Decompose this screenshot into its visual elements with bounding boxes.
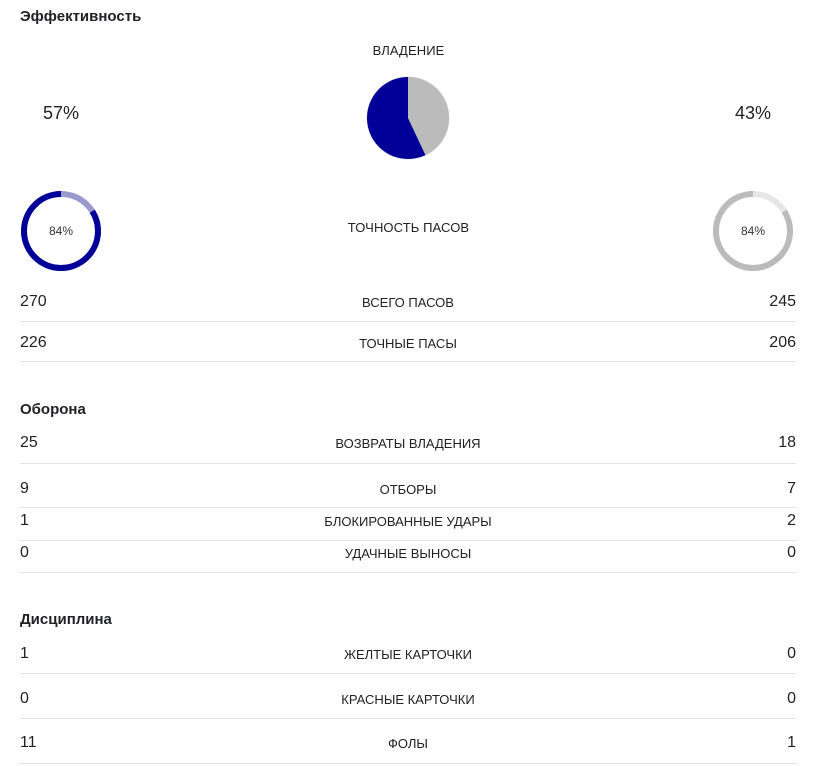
home-value: 1 xyxy=(20,512,29,529)
stat-row-blocked-shots: 1 БЛОКИРОВАННЫЕ УДАРЫ 2 xyxy=(20,512,796,544)
stat-row-accurate-passes: 226 ТОЧНЫЕ ПАСЫ 206 xyxy=(20,334,796,366)
pass-accuracy-away-ring: 84% xyxy=(712,190,794,272)
away-value: 7 xyxy=(787,480,796,497)
section-title-efficiency: Эффективность xyxy=(20,8,142,25)
stat-label: ВСЕГО ПАСОВ xyxy=(362,295,454,310)
section-title-discipline: Дисциплина xyxy=(20,611,112,628)
stat-row-yellow-cards: 1 ЖЕЛТЫЕ КАРТОЧКИ 0 xyxy=(20,645,796,677)
home-value: 0 xyxy=(20,544,29,561)
possession-pie-home-slice xyxy=(367,77,426,159)
home-value: 11 xyxy=(20,734,37,751)
pass-accuracy-home-ring: 84% xyxy=(20,190,102,272)
divider xyxy=(20,673,796,674)
stat-row-clearances: 0 УДАЧНЫЕ ВЫНОСЫ 0 xyxy=(20,544,796,576)
away-value: 206 xyxy=(769,334,796,351)
possession-pie-away-slice xyxy=(408,77,449,156)
home-value: 1 xyxy=(20,645,29,662)
divider xyxy=(20,507,796,508)
away-value: 2 xyxy=(787,512,796,529)
away-value: 1 xyxy=(787,734,796,751)
stat-row-recoveries: 25 ВОЗВРАТЫ ВЛАДЕНИЯ 18 xyxy=(20,434,796,466)
stat-label: БЛОКИРОВАННЫЕ УДАРЫ xyxy=(324,514,492,529)
home-value: 226 xyxy=(20,334,47,351)
home-value: 25 xyxy=(20,434,38,451)
stat-label: ВОЗВРАТЫ ВЛАДЕНИЯ xyxy=(335,436,481,451)
stat-row-total-passes: 270 ВСЕГО ПАСОВ 245 xyxy=(20,293,796,325)
away-value: 0 xyxy=(787,544,796,561)
divider xyxy=(20,763,796,764)
possession-label: ВЛАДЕНИЕ xyxy=(372,43,445,58)
stat-label: ФОЛЫ xyxy=(388,736,428,751)
stat-label: ЖЕЛТЫЕ КАРТОЧКИ xyxy=(343,647,473,662)
divider xyxy=(20,572,796,573)
pass-accuracy-label: ТОЧНОСТЬ ПАСОВ xyxy=(347,220,470,235)
stat-row-fouls: 11 ФОЛЫ 1 xyxy=(20,734,796,766)
pass-accuracy-away-value: 84% xyxy=(740,224,766,238)
stat-label: ОТБОРЫ xyxy=(379,482,437,497)
possession-pie-chart xyxy=(366,76,450,160)
away-value: 245 xyxy=(769,293,796,310)
away-value: 18 xyxy=(778,434,796,451)
divider xyxy=(20,540,796,541)
divider xyxy=(20,463,796,464)
stat-label: ТОЧНЫЕ ПАСЫ xyxy=(359,336,457,351)
possession-home-value: 57% xyxy=(43,103,80,123)
home-value: 9 xyxy=(20,480,29,497)
home-value: 0 xyxy=(20,690,29,707)
divider xyxy=(20,718,796,719)
stat-label: УДАЧНЫЕ ВЫНОСЫ xyxy=(344,546,472,561)
possession-away-value: 43% xyxy=(735,103,772,123)
stat-row-red-cards: 0 КРАСНЫЕ КАРТОЧКИ 0 xyxy=(20,690,796,722)
stat-row-tackles: 9 ОТБОРЫ 7 xyxy=(20,480,796,512)
divider xyxy=(20,321,796,322)
divider xyxy=(20,361,796,362)
stat-label: КРАСНЫЕ КАРТОЧКИ xyxy=(341,692,475,707)
away-value: 0 xyxy=(787,645,796,662)
section-title-defense: Оборона xyxy=(20,401,86,418)
pass-accuracy-home-value: 84% xyxy=(48,224,74,238)
away-value: 0 xyxy=(787,690,796,707)
home-value: 270 xyxy=(20,293,47,310)
